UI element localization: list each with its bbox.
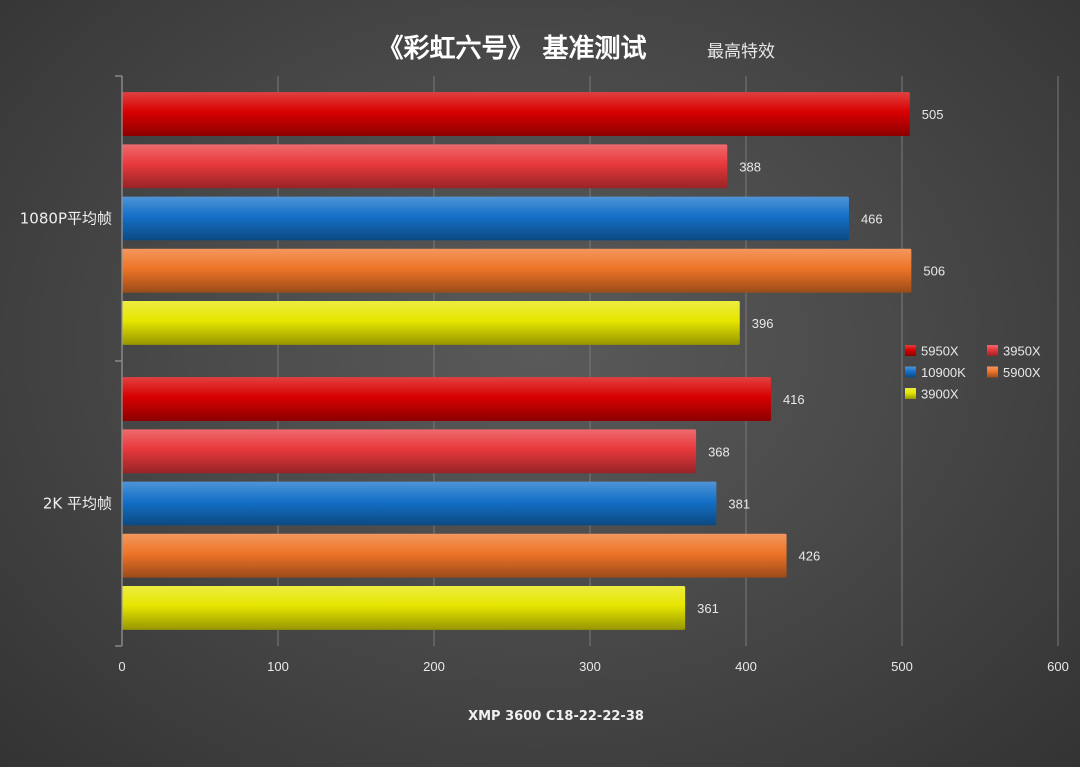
x-tick-label: 500	[891, 659, 913, 674]
bar-3950X	[122, 144, 728, 189]
x-tick-label: 200	[423, 659, 445, 674]
x-tick-label: 400	[735, 659, 757, 674]
legend-swatch	[905, 366, 916, 378]
legend-label: 5950X	[921, 344, 959, 359]
legend-item: 5900X	[987, 365, 1041, 380]
bar-5900X	[122, 533, 787, 578]
bar-3900X	[122, 300, 740, 345]
data-label: 361	[697, 601, 719, 616]
bar-5950X	[122, 92, 910, 137]
legend-label: 5900X	[1003, 365, 1041, 380]
legend-item: 3900X	[905, 387, 959, 402]
legend-swatch	[987, 366, 998, 378]
legend-swatch	[905, 388, 916, 399]
legend-label: 10900K	[921, 365, 966, 380]
category-label: 1080P平均帧	[20, 210, 112, 228]
axes: 0 100 200 300 400 500 600 1080P平均帧 2K 平均帧	[20, 75, 1069, 674]
x-tick-label: 100	[267, 659, 289, 674]
chart-subtitle: 最高特效	[707, 42, 775, 62]
data-label: 426	[799, 549, 821, 564]
legend-label: 3950X	[1003, 344, 1041, 359]
data-label: 396	[752, 316, 774, 331]
legend-label: 3900X	[921, 387, 959, 402]
category-label: 2K 平均帧	[43, 495, 112, 513]
bar-3950X	[122, 429, 697, 474]
legend-swatch	[987, 345, 998, 356]
chart-title: 《彩虹六号》 基准测试	[377, 34, 646, 64]
data-label: 388	[739, 159, 761, 174]
x-tick-label: 0	[118, 659, 125, 674]
legend-swatch	[905, 345, 916, 356]
bars: 505 388 466 506 396 416 368 381 426 361	[122, 92, 945, 630]
data-label: 368	[708, 444, 730, 459]
bar-5900X	[122, 248, 912, 293]
bar-10900K	[122, 196, 849, 241]
bar-5950X	[122, 377, 771, 422]
bar-10900K	[122, 481, 717, 526]
legend-item: 5950X	[905, 344, 959, 359]
x-tick-label: 600	[1047, 659, 1069, 674]
data-label: 416	[783, 392, 805, 407]
x-tick-label: 300	[579, 659, 601, 674]
data-label: 506	[923, 264, 945, 279]
legend-item: 3950X	[987, 344, 1041, 359]
bar-3900X	[122, 585, 686, 630]
legend: 5950X 3950X 10900K 5900X 3900X	[905, 344, 1041, 402]
data-label: 381	[728, 497, 750, 512]
data-label: 466	[861, 212, 883, 227]
legend-item: 10900K	[905, 365, 966, 380]
x-axis-label: XMP 3600 C18-22-22-38	[468, 709, 644, 724]
data-label: 505	[922, 107, 944, 122]
